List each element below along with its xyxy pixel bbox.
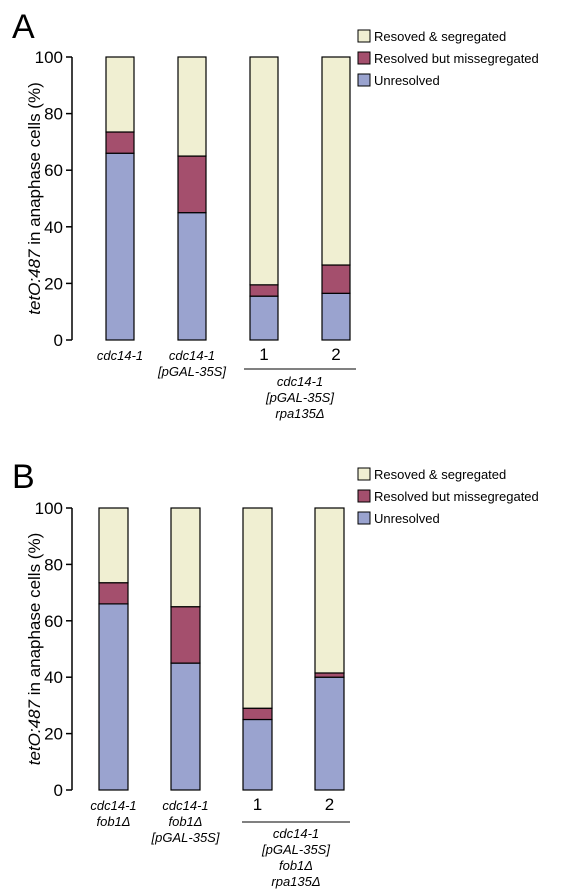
panel-label: A [12,8,35,46]
legend-entry: Resoved & segregated [374,467,506,482]
bar-segment-unresolved [242,718,273,791]
legend-swatch [357,511,371,525]
chart-panel-a: A 0 20 40 60 80 100 tetO:487 in anaphase cells … [12,8,539,421]
y-tick-label: 0 [54,781,63,800]
y-tick-label: 100 [35,48,63,67]
legend-entry: Unresolved [374,73,440,88]
bar-segment-unresolved [177,212,207,341]
group-label: rpa135Δ [275,406,324,421]
bar-segment-resolved-but-missegregated [249,284,279,297]
bar-segment-unresolved [170,662,201,791]
x-category-label: fob1Δ [96,814,130,829]
y-tick-label: 100 [35,499,63,518]
bar-segment-resoved-segregated [177,56,207,157]
bar-segment-resoved-segregated [98,507,129,584]
x-category-label: cdc14-1 [97,348,143,363]
group-label: [pGAL-35S] [261,842,330,857]
bar-segment-unresolved [105,152,135,341]
x-category-label: cdc14-1 [90,798,136,813]
bar-segment-unresolved [249,295,279,341]
x-category-label: [pGAL-35S] [157,364,226,379]
y-tick-label: 40 [44,668,63,687]
legend-entry: Resolved but missegregated [374,489,539,504]
y-axis-label-rest: in anaphase cells (%) [25,82,44,249]
x-category-label: cdc14-1 [169,348,215,363]
x-category-label: fob1Δ [168,814,202,829]
bar-segment-resoved-segregated [314,507,345,674]
bar-segment-unresolved [98,603,129,791]
bar-segment-resoved-segregated [242,507,273,709]
bar-segment-resoved-segregated [105,56,135,133]
bar-segment-resolved-but-missegregated [170,606,201,664]
group-label: cdc14-1 [277,374,323,389]
bar-segment-resolved-but-missegregated [105,131,135,154]
y-tick-label: 80 [44,105,63,124]
legend-swatch [357,29,371,43]
y-tick-label: 40 [44,218,63,237]
y-tick-label: 60 [44,612,63,631]
x-category-label: 1 [259,345,268,364]
x-category-label: 2 [325,795,334,814]
y-axis-label-italic: tetO:487 [25,699,44,765]
legend-swatch [357,489,371,503]
bar-segment-unresolved [321,292,351,341]
y-tick-label: 80 [44,555,63,574]
y-axis-label: tetO:487 in anaphase cells (%) [25,533,44,765]
group-label: cdc14-1 [273,826,319,841]
y-axis-label-rest: in anaphase cells (%) [25,533,44,700]
x-category-label: cdc14-1 [162,798,208,813]
group-label: [pGAL-35S] [265,390,334,405]
group-label: rpa135Δ [271,874,320,889]
y-tick-label: 60 [44,161,63,180]
legend-swatch [357,51,371,65]
y-axis-label: tetO:487 in anaphase cells (%) [25,82,44,314]
legend-swatch [357,467,371,481]
bar-segment-resolved-but-missegregated [242,707,273,721]
bar-segment-resolved-but-missegregated [98,582,129,605]
bar-segment-resolved-but-missegregated [177,155,207,214]
legend-entry: Unresolved [374,511,440,526]
legend-swatch [357,73,371,87]
bar-segment-resoved-segregated [170,507,201,608]
bar-segment-resolved-but-missegregated [314,672,345,678]
bar-segment-resolved-but-missegregated [321,264,351,294]
chart-panel-b: B 0 20 40 60 80 100 tetO:487 in anaphase cells … [12,458,539,889]
x-category-label: 1 [253,795,262,814]
group-label: fob1Δ [279,858,313,873]
y-axis-label-italic: tetO:487 [25,249,44,315]
x-category-label: 2 [331,345,340,364]
panel-label: B [12,458,35,496]
legend-entry: Resoved & segregated [374,29,506,44]
bar-segment-resoved-segregated [321,56,351,266]
y-tick-label: 20 [44,274,63,293]
x-category-label: [pGAL-35S] [151,830,220,845]
bar-segment-unresolved [314,676,345,791]
y-tick-label: 0 [54,331,63,350]
y-tick-label: 20 [44,725,63,744]
bar-segment-resoved-segregated [249,56,279,286]
legend-entry: Resolved but missegregated [374,51,539,66]
